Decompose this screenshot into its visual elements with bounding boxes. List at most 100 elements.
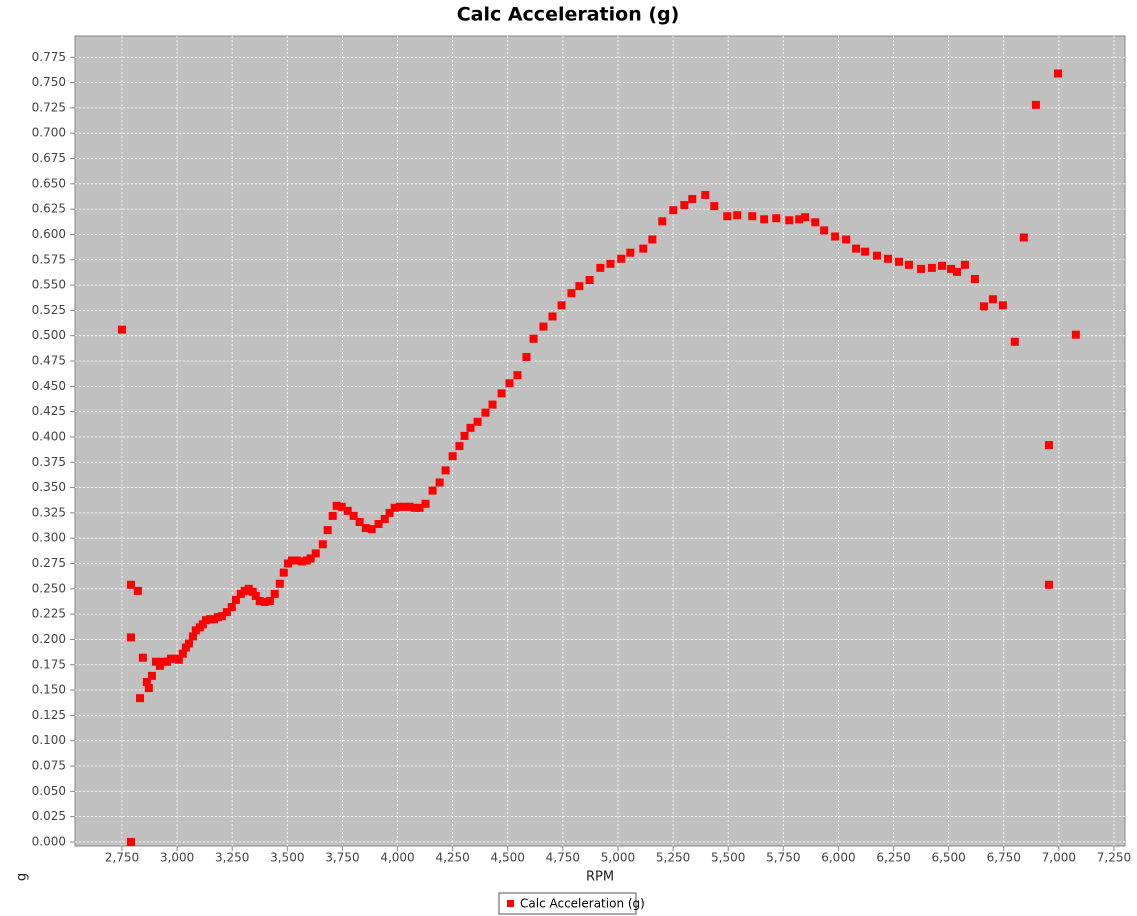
grid — [70, 36, 1125, 851]
point — [337, 502, 346, 511]
y-tick-label: 0.450 — [32, 379, 66, 393]
point — [349, 511, 358, 520]
point — [872, 251, 881, 260]
x-tick-label: 4,500 — [491, 851, 525, 865]
y-tick-label: 0.575 — [32, 252, 66, 266]
point — [1044, 441, 1053, 450]
point — [811, 218, 820, 227]
point — [332, 501, 341, 510]
point — [311, 549, 320, 558]
point — [275, 579, 284, 588]
point — [441, 466, 450, 475]
point — [927, 263, 936, 272]
point — [385, 508, 394, 517]
point — [473, 417, 482, 426]
x-tick-label: 5,500 — [711, 851, 745, 865]
marks — [117, 69, 1080, 846]
point — [575, 282, 584, 291]
point — [795, 215, 804, 224]
point — [279, 568, 288, 577]
x-tick-label: 6,250 — [876, 851, 910, 865]
point — [669, 206, 678, 215]
point — [522, 352, 531, 361]
point — [820, 226, 829, 235]
point — [328, 511, 337, 520]
point — [390, 503, 399, 512]
point — [367, 525, 376, 534]
point — [178, 649, 187, 658]
point — [318, 540, 327, 549]
point — [448, 452, 457, 461]
y-tick-label: 0.675 — [32, 151, 66, 165]
point — [488, 400, 497, 409]
point — [355, 518, 364, 526]
plot-area — [74, 35, 1126, 847]
point — [639, 244, 648, 253]
x-tick-label: 3,500 — [270, 851, 304, 865]
point — [1053, 69, 1062, 78]
point — [126, 837, 135, 846]
point — [184, 639, 193, 648]
y-tick-label: 0.250 — [32, 581, 66, 595]
point — [174, 655, 183, 664]
point — [142, 677, 151, 686]
point — [617, 254, 626, 263]
point — [895, 257, 904, 266]
y-tick-label: 0.600 — [32, 227, 66, 241]
point — [410, 503, 419, 512]
x-tick-label: 6,500 — [931, 851, 965, 865]
y-tick-label: 0.750 — [32, 75, 66, 89]
x-tick-label: 4,000 — [380, 851, 414, 865]
x-tick-label: 3,000 — [160, 851, 194, 865]
point — [415, 503, 424, 512]
x-axis-label: RPM — [586, 870, 614, 885]
point — [904, 260, 913, 269]
point — [147, 671, 156, 680]
point — [138, 653, 147, 662]
point — [400, 502, 409, 511]
point — [938, 261, 947, 270]
point — [539, 322, 548, 331]
point — [405, 502, 414, 511]
y-tick-label: 0.425 — [32, 404, 66, 418]
point — [151, 657, 160, 666]
point — [772, 214, 781, 223]
y-tick-label: 0.475 — [32, 354, 66, 368]
point — [248, 587, 257, 596]
y-tick-label: 0.050 — [32, 784, 66, 798]
y-tick-label: 0.725 — [32, 100, 66, 114]
x-tick-label: 7,250 — [1097, 851, 1131, 865]
point — [198, 620, 207, 629]
x-tick-label: 5,000 — [601, 851, 635, 865]
y-tick-label: 0.775 — [32, 50, 66, 64]
point — [260, 597, 269, 606]
point — [801, 213, 810, 222]
y-tick-label: 0.525 — [32, 303, 66, 317]
y-tick-label: 0.175 — [32, 657, 66, 671]
point — [529, 334, 538, 343]
point — [842, 235, 851, 244]
point — [323, 526, 332, 535]
point — [831, 232, 840, 241]
point — [785, 216, 794, 225]
point — [760, 215, 769, 224]
point — [979, 302, 988, 311]
x-tick-label: 5,750 — [766, 851, 800, 865]
x-tick-label: 7,000 — [1042, 851, 1076, 865]
point — [455, 442, 464, 451]
point — [557, 301, 566, 310]
x-tick-label: 6,000 — [821, 851, 855, 865]
point — [255, 596, 264, 605]
point — [988, 295, 997, 304]
point — [133, 586, 142, 595]
y-tick-label: 0.650 — [32, 176, 66, 190]
point — [251, 591, 260, 600]
legend-swatch — [507, 900, 514, 907]
point — [852, 244, 861, 253]
chart-title: Calc Acceleration (g) — [457, 4, 680, 26]
legend-box — [498, 892, 637, 915]
y-tick-label: 0.275 — [32, 556, 66, 570]
point — [126, 633, 135, 642]
point — [126, 580, 135, 589]
y-axis-label: g — [15, 873, 30, 881]
